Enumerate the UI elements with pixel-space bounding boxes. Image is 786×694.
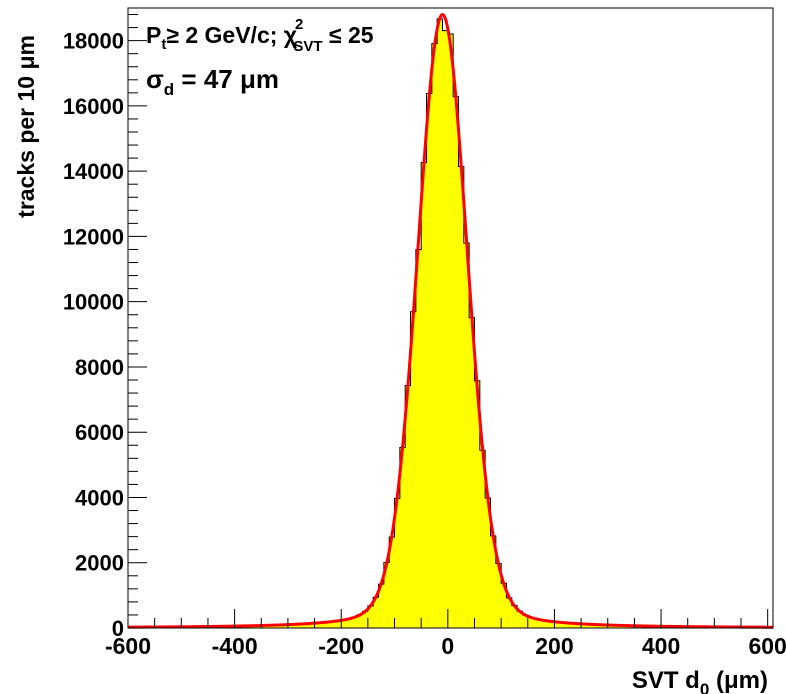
- histogram-fill: [128, 18, 773, 629]
- x-tick-label: 400: [642, 633, 680, 659]
- x-tick-label: 200: [535, 633, 573, 659]
- x-tick-label: -400: [212, 633, 258, 659]
- histogram-bars: [128, 18, 773, 629]
- y-tick-label: 18000: [63, 29, 124, 54]
- plot-frame: [127, 7, 774, 629]
- y-tick-label: 8000: [75, 355, 124, 380]
- y-tick-label: 12000: [63, 224, 124, 249]
- x-axis-label: SVT d0 (μm): [632, 667, 768, 694]
- y-tick-label: 0: [112, 616, 124, 641]
- x-tick-label: -200: [318, 633, 364, 659]
- y-axis-label: tracks per 10 μm: [13, 35, 39, 218]
- x-tick-label: -600: [105, 633, 151, 659]
- y-axis: 0 2000 4000 6000 8000 10000 12000 14000 16000 180…: [63, 14, 147, 641]
- y-tick-label: 16000: [63, 94, 124, 119]
- cuts-annotation: Pt≥ 2 GeV/c; χ2 SVT ≤ 25: [146, 16, 374, 55]
- fit-curve: [127, 12, 774, 629]
- y-tick-label: 2000: [75, 551, 124, 576]
- x-tick-label: 600: [748, 633, 786, 659]
- y-tick-label: 6000: [75, 420, 124, 445]
- x-axis: -600 -400 -200 0 200 400 600: [105, 609, 786, 659]
- x-tick-label: 0: [441, 633, 454, 659]
- y-tick-label: 10000: [63, 290, 124, 315]
- y-tick-label: 4000: [75, 485, 124, 510]
- resolution-annotation: σd = 47 μm: [146, 64, 279, 99]
- y-tick-label: 14000: [63, 159, 124, 184]
